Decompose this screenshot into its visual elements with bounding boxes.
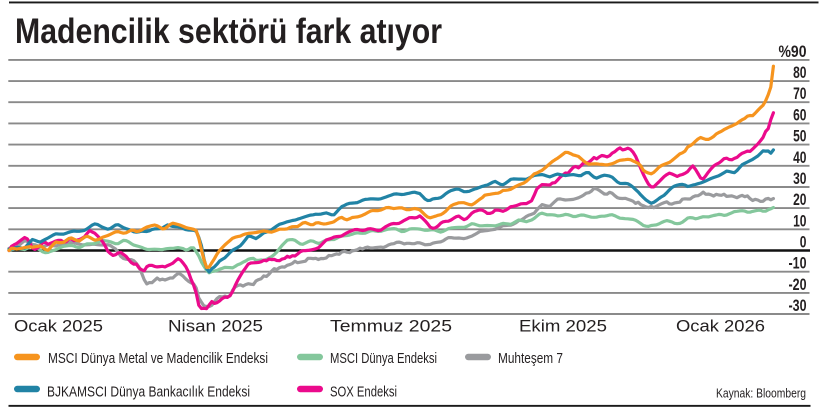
svg-text:Temmuz 2025: Temmuz 2025 xyxy=(330,317,452,336)
svg-text:10: 10 xyxy=(793,211,806,230)
svg-text:Ocak 2025: Ocak 2025 xyxy=(14,317,103,336)
svg-text:80: 80 xyxy=(793,63,806,82)
svg-text:60: 60 xyxy=(793,105,806,124)
svg-text:Muhteşem 7: Muhteşem 7 xyxy=(498,350,563,367)
svg-text:30: 30 xyxy=(793,169,806,188)
svg-text:Ekim 2025: Ekim 2025 xyxy=(519,317,607,336)
svg-text:-30: -30 xyxy=(789,296,807,315)
svg-text:50: 50 xyxy=(793,127,806,146)
svg-text:0: 0 xyxy=(800,233,807,252)
svg-text:-10: -10 xyxy=(789,254,807,273)
svg-text:MSCI Dünya Metal ve Madencilik: MSCI Dünya Metal ve Madencilik Endeksi xyxy=(48,350,268,367)
svg-text:Madencilik sektörü fark atıyor: Madencilik sektörü fark atıyor xyxy=(15,12,442,51)
svg-text:70: 70 xyxy=(793,84,806,103)
svg-text:-20: -20 xyxy=(789,275,807,294)
svg-text:MSCI Dünya Endeksi: MSCI Dünya Endeksi xyxy=(330,350,437,367)
svg-text:Nisan 2025: Nisan 2025 xyxy=(168,317,263,336)
svg-text:40: 40 xyxy=(793,148,806,167)
svg-text:Kaynak: Bloomberg: Kaynak: Bloomberg xyxy=(716,387,806,401)
svg-text:BJKAMSCI Dünya Bankacılık Ende: BJKAMSCI Dünya Bankacılık Endeksi xyxy=(47,384,250,401)
svg-text:20: 20 xyxy=(793,190,806,209)
svg-text:Ocak 2026: Ocak 2026 xyxy=(676,317,765,336)
svg-text:SOX Endeksi: SOX Endeksi xyxy=(330,384,397,401)
svg-text:%90: %90 xyxy=(779,42,807,61)
